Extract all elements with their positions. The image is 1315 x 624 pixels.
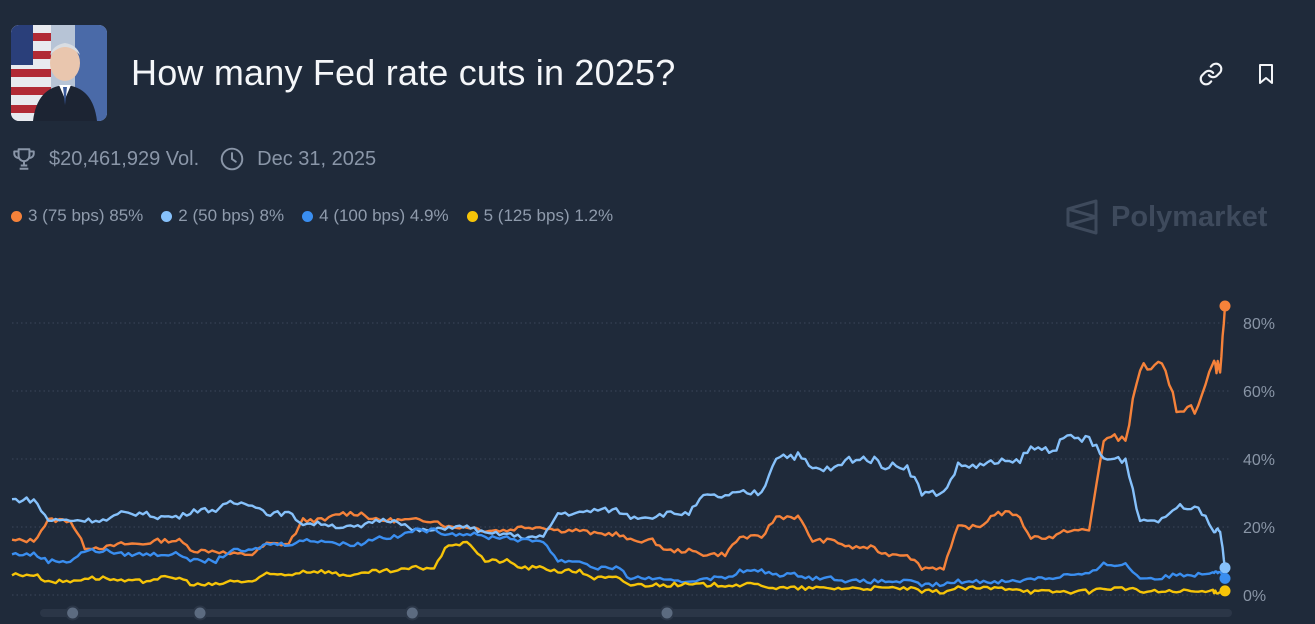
legend-label: 4 (100 bps) 4.9%	[319, 206, 449, 225]
series-end-dot	[1219, 585, 1231, 597]
timeline-handle[interactable]	[404, 605, 420, 621]
legend-item-5-cuts[interactable]: 5 (125 bps) 1.2%	[466, 206, 614, 226]
end-date-text: Dec 31, 2025	[257, 147, 377, 170]
link-icon	[1199, 62, 1223, 86]
series-end-dot	[1219, 300, 1231, 312]
y-tick-label: 20%	[1243, 520, 1275, 537]
bookmark-icon	[1259, 64, 1273, 84]
series-end-dot	[1219, 572, 1231, 584]
bookmark-button[interactable]	[1252, 60, 1280, 88]
series-line	[11, 540, 1226, 595]
chart-y-ticks: 0% 20% 40% 60% 80%	[1243, 316, 1275, 605]
y-tick-label: 0%	[1243, 588, 1266, 605]
legend-dot	[11, 210, 22, 222]
legend-item-3-cuts[interactable]: 3 (75 bps) 85%	[11, 206, 143, 226]
polymarket-logo-icon	[1066, 199, 1098, 235]
polymarket-watermark: Polymarket	[1065, 198, 1267, 236]
timeline-handle[interactable]	[192, 605, 208, 621]
end-date-info: Dec 31, 2025	[219, 146, 376, 172]
legend-item-2-cuts[interactable]: 2 (50 bps) 8%	[161, 206, 284, 226]
timeline-handle[interactable]	[65, 605, 81, 621]
legend-item-4-cuts[interactable]: 4 (100 bps) 4.9%	[302, 206, 449, 226]
legend-dot	[302, 210, 314, 222]
clock-icon	[220, 147, 244, 171]
timeline-scrubber[interactable]	[40, 605, 1232, 621]
series-line	[11, 527, 1226, 588]
legend-dot	[161, 210, 173, 222]
timeline-track[interactable]	[40, 609, 1232, 617]
legend-label: 5 (125 bps) 1.2%	[483, 206, 614, 225]
market-meta: $20,461,929 Vol. Dec 31, 2025	[11, 146, 396, 172]
watermark-text: Polymarket	[1111, 200, 1268, 233]
chart-grid	[12, 322, 1230, 596]
legend-dot	[466, 210, 478, 222]
market-title: How many Fed rate cuts in 2025?	[131, 52, 676, 93]
volume-info: $20,461,929 Vol.	[11, 146, 199, 172]
y-tick-label: 60%	[1243, 384, 1275, 401]
legend-label: 3 (75 bps) 85%	[28, 206, 144, 225]
series-line	[11, 305, 1227, 571]
y-tick-label: 40%	[1243, 452, 1275, 469]
legend-label: 2 (50 bps) 8%	[178, 206, 285, 225]
trophy-icon	[13, 148, 35, 170]
chart-legend: 3 (75 bps) 85% 2 (50 bps) 8% 4 (100 bps)…	[11, 206, 631, 226]
market-thumbnail	[11, 25, 107, 121]
series-line	[11, 433, 1227, 568]
chart-lines	[11, 300, 1231, 597]
series-end-dot	[1219, 562, 1231, 574]
market-thumbnail-image	[11, 25, 107, 121]
y-tick-label: 80%	[1243, 316, 1275, 333]
volume-text: $20,461,929 Vol.	[49, 147, 200, 170]
timeline-handle[interactable]	[659, 605, 675, 621]
copy-link-button[interactable]	[1197, 60, 1225, 88]
